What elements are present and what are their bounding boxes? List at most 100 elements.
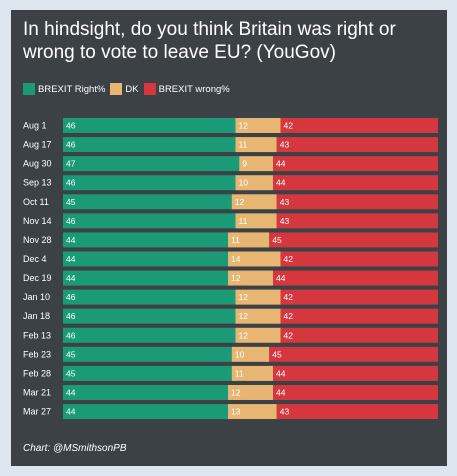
bar-segment-dk xyxy=(235,137,277,153)
category-label: Aug 30 xyxy=(23,159,52,169)
bar-segment-dk xyxy=(235,289,281,305)
value-label-right: 46 xyxy=(66,330,76,340)
value-label-wrong: 43 xyxy=(280,216,290,226)
bar-segment-dk xyxy=(235,213,277,229)
bar-segment-dk xyxy=(235,327,281,343)
value-label-wrong: 45 xyxy=(272,235,282,245)
bar-segment-wrong xyxy=(273,156,438,172)
bar-row: Feb 23 45 10 45 xyxy=(23,346,438,362)
category-label: Mar 27 xyxy=(23,407,51,417)
value-label-wrong: 43 xyxy=(280,197,290,207)
chart-title: In hindsight, do you think Britain was r… xyxy=(23,19,396,63)
value-label-dk: 10 xyxy=(239,178,249,188)
value-label-dk: 9 xyxy=(242,159,247,169)
bar-segment-wrong xyxy=(280,289,438,305)
value-label-right: 45 xyxy=(66,349,76,359)
value-label-dk: 11 xyxy=(239,140,248,150)
bar-segment-right xyxy=(63,346,232,362)
value-label-dk: 14 xyxy=(231,254,241,264)
bar-segment-right xyxy=(63,289,236,305)
value-label-wrong: 44 xyxy=(276,178,286,188)
bar-segment-wrong xyxy=(276,137,438,153)
bar-segment-wrong xyxy=(269,232,438,248)
value-label-wrong: 44 xyxy=(276,387,286,397)
bar-segment-wrong xyxy=(276,213,438,229)
bar-segment-right xyxy=(63,251,228,267)
legend-item-wrong: BREXIT wrong% xyxy=(143,83,230,95)
value-label-wrong: 43 xyxy=(280,407,290,417)
bar-row: Nov 28 44 11 45 xyxy=(23,232,438,248)
bar-segment-wrong xyxy=(269,346,438,362)
legend-item-right: BREXIT Right% xyxy=(23,83,105,95)
category-label: Feb 23 xyxy=(23,349,51,359)
bar-segment-dk xyxy=(231,365,273,381)
bar-segment-dk xyxy=(235,308,281,324)
legend-label-wrong: BREXIT wrong% xyxy=(158,83,230,95)
bar-segment-wrong xyxy=(280,251,438,267)
value-label-dk: 10 xyxy=(235,349,245,359)
legend-item-dk: DK xyxy=(110,83,139,95)
value-label-right: 46 xyxy=(66,121,76,131)
bar-row: Dec 4 44 14 42 xyxy=(23,251,438,267)
bar-row: Nov 14 46 11 43 xyxy=(23,213,438,229)
category-label: Nov 28 xyxy=(23,235,52,245)
category-label: Mar 21 xyxy=(23,387,51,397)
chart-card: In hindsight, do you think Britain was r… xyxy=(11,10,447,466)
bar-segment-wrong xyxy=(273,175,438,191)
value-label-right: 46 xyxy=(66,311,76,321)
value-label-right: 44 xyxy=(66,273,76,283)
value-label-wrong: 45 xyxy=(272,349,282,359)
bar-segment-wrong xyxy=(280,118,438,133)
value-label-dk: 11 xyxy=(239,216,248,226)
value-label-wrong: 42 xyxy=(284,121,294,131)
value-label-dk: 12 xyxy=(239,292,249,302)
category-label: Oct 11 xyxy=(23,197,49,207)
bar-segment-right xyxy=(63,118,236,133)
category-label: Nov 14 xyxy=(23,216,52,226)
legend-swatch-dk xyxy=(110,83,123,95)
chart-credit: Chart: @MSmithsonPB xyxy=(23,443,127,454)
value-label-dk: 12 xyxy=(231,273,241,283)
value-label-dk: 12 xyxy=(239,121,249,131)
bar-row: Mar 21 44 12 44 xyxy=(23,384,438,400)
bar-segment-wrong xyxy=(280,327,438,343)
bar-segment-right xyxy=(63,270,228,286)
bar-row: Jan 10 46 12 42 xyxy=(23,289,438,305)
value-label-right: 46 xyxy=(66,216,76,226)
bar-segment-right xyxy=(63,213,236,229)
bar-segment-right xyxy=(63,232,228,248)
bar-segment-dk xyxy=(239,156,273,172)
bar-segment-dk xyxy=(228,404,277,420)
value-label-dk: 12 xyxy=(235,197,245,207)
bar-segment-dk xyxy=(228,251,281,267)
bar-row: Sep 13 46 10 44 xyxy=(23,175,438,191)
value-label-wrong: 44 xyxy=(276,159,286,169)
category-label: Feb 28 xyxy=(23,368,51,378)
bar-segment-dk xyxy=(228,232,270,248)
value-label-right: 44 xyxy=(66,387,76,397)
value-label-wrong: 42 xyxy=(284,330,294,340)
value-label-right: 45 xyxy=(66,368,76,378)
value-label-dk: 11 xyxy=(231,235,240,245)
legend-label-right: BREXIT Right% xyxy=(38,83,106,95)
category-label: Jan 18 xyxy=(23,311,50,321)
value-label-wrong: 42 xyxy=(284,254,294,264)
bar-segment-wrong xyxy=(280,308,438,324)
value-label-dk: 12 xyxy=(231,387,241,397)
bar-segment-dk xyxy=(231,346,270,362)
value-label-right: 46 xyxy=(66,140,76,150)
category-label: Feb 13 xyxy=(23,330,51,340)
category-label: Aug 17 xyxy=(23,140,52,150)
category-label: Dec 4 xyxy=(23,254,47,264)
value-label-dk: 11 xyxy=(235,368,244,378)
bar-segment-dk xyxy=(235,118,281,133)
category-label: Sep 13 xyxy=(23,178,52,188)
value-label-wrong: 42 xyxy=(284,292,294,302)
bar-segment-right xyxy=(63,137,236,153)
value-label-wrong: 43 xyxy=(280,140,290,150)
chart-legend: BREXIT Right% DK BREXIT wrong% xyxy=(23,82,235,96)
bar-segment-right xyxy=(63,194,232,210)
bar-segment-wrong xyxy=(273,365,438,381)
value-label-dk: 13 xyxy=(231,407,241,417)
